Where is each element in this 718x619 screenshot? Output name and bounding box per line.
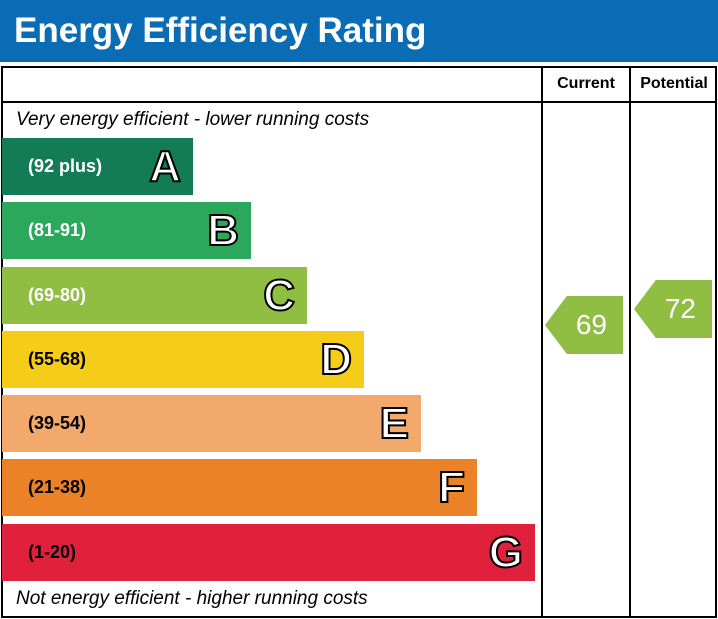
band-range: (55-68) bbox=[28, 349, 87, 369]
chart-title: Energy Efficiency Rating bbox=[0, 0, 718, 62]
band-letter: F bbox=[437, 462, 466, 513]
band-range: (39-54) bbox=[28, 413, 87, 433]
band-a: (92 plus) A bbox=[2, 138, 193, 195]
band-range: (92 plus) bbox=[28, 156, 103, 176]
band-letter: A bbox=[148, 141, 182, 192]
band-range: (81-91) bbox=[28, 220, 87, 240]
band-letter: B bbox=[206, 205, 240, 256]
band-b: (81-91) B bbox=[2, 202, 251, 259]
bottom-note: Not energy efficient - higher running co… bbox=[16, 588, 368, 609]
top-note: Very energy efficient - lower running co… bbox=[16, 109, 370, 130]
band-f: (21-38) F bbox=[2, 459, 477, 516]
band-c: (69-80) C bbox=[2, 267, 307, 324]
column-divider bbox=[541, 66, 543, 618]
band-letter: C bbox=[262, 270, 296, 321]
column-divider bbox=[629, 66, 631, 618]
current-column-header: Current bbox=[557, 75, 615, 92]
band-letter: G bbox=[488, 527, 524, 578]
potential-rating-value: 72 bbox=[664, 293, 696, 324]
band-e: (39-54) E bbox=[2, 395, 421, 452]
band-g: (1-20) G bbox=[2, 524, 535, 581]
band-range: (69-80) bbox=[28, 285, 87, 305]
current-rating-value: 69 bbox=[575, 309, 607, 340]
band-letter: D bbox=[319, 334, 353, 385]
band-range: (1-20) bbox=[28, 542, 77, 562]
header-divider bbox=[1, 101, 717, 103]
potential-column-header: Potential bbox=[640, 75, 708, 92]
band-d: (55-68) D bbox=[2, 331, 364, 388]
band-range: (21-38) bbox=[28, 477, 87, 497]
band-letter: E bbox=[379, 398, 410, 449]
